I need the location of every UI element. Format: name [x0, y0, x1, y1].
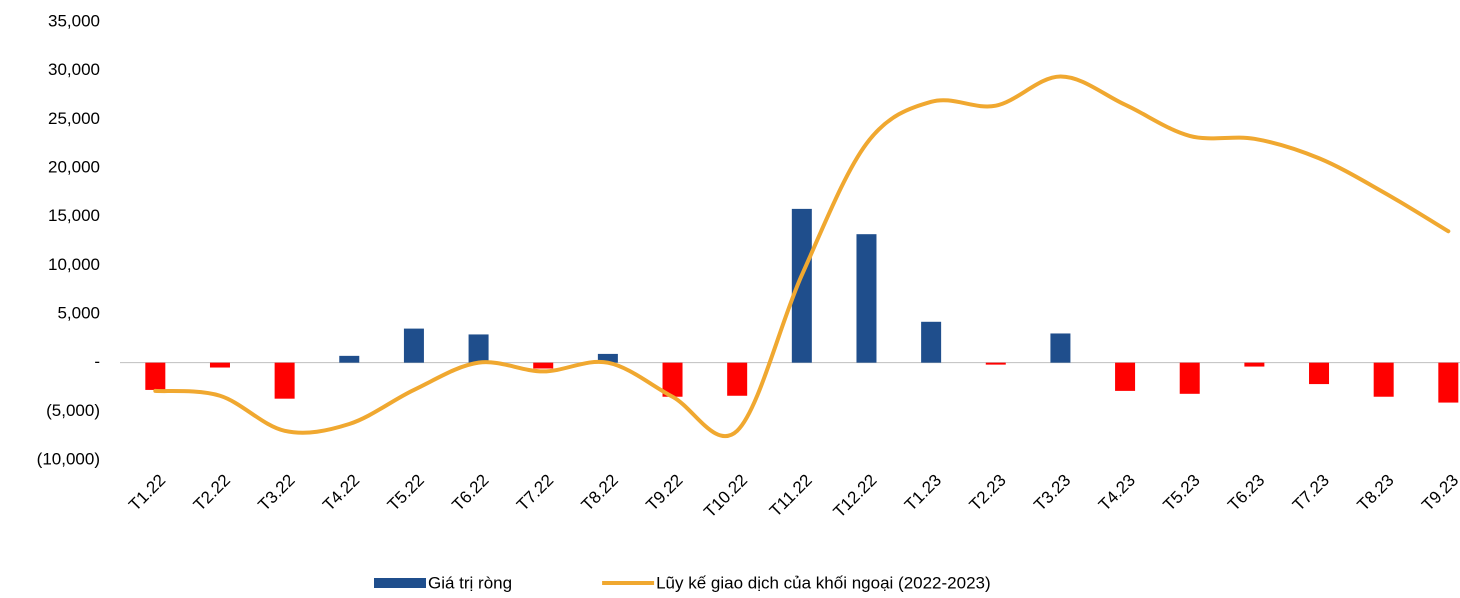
y-tick-label: 10,000 [48, 255, 100, 274]
bar [1115, 362, 1136, 391]
x-tick-label: T5.22 [384, 471, 428, 515]
x-tick-label: T11.22 [766, 471, 816, 521]
y-tick-label: 5,000 [57, 303, 100, 322]
bar [662, 362, 683, 397]
x-tick-label: T1.22 [125, 471, 169, 515]
x-tick-label: T8.23 [1353, 471, 1397, 515]
x-tick-label: T10.22 [700, 471, 751, 522]
y-tick-label: 35,000 [48, 11, 100, 30]
bar [533, 362, 554, 369]
bar [1438, 362, 1459, 403]
y-tick-label: 30,000 [48, 60, 100, 79]
x-tick-label: T4.22 [319, 471, 363, 515]
bar [1050, 333, 1071, 363]
bar [727, 362, 748, 396]
bar [921, 321, 942, 363]
bar [339, 355, 360, 363]
bar [1179, 362, 1200, 394]
y-tick-label: 20,000 [48, 157, 100, 176]
bar [1244, 362, 1265, 367]
x-tick-label: T3.23 [1030, 471, 1074, 515]
bar [856, 234, 877, 363]
x-tick-label: T6.22 [448, 471, 492, 515]
y-tick-label: 15,000 [48, 206, 100, 225]
bar [597, 353, 618, 363]
x-tick-label: T1.23 [901, 471, 945, 515]
bar [985, 362, 1006, 365]
legend-label: Giá trị ròng [428, 573, 512, 592]
legend-label: Lũy kế giao dịch của khối ngoại (2022-20… [656, 573, 991, 592]
bar [791, 208, 812, 363]
x-tick-label: T4.23 [1095, 471, 1139, 515]
x-tick-label: T9.22 [642, 471, 686, 515]
x-tick-label: T8.22 [578, 471, 622, 515]
y-tick-label: - [94, 352, 100, 371]
legend-swatch [374, 578, 426, 588]
x-tick-label: T7.23 [1289, 471, 1333, 515]
line [153, 74, 1451, 439]
bar [209, 362, 230, 368]
x-tick-label: T12.22 [830, 471, 881, 522]
x-tick-label: T7.22 [513, 471, 557, 515]
y-tick-label: (5,000) [46, 401, 100, 420]
bar [468, 334, 489, 363]
x-tick-label: T9.23 [1418, 471, 1460, 515]
bar [1309, 362, 1330, 385]
bar [145, 362, 166, 390]
x-tick-label: T3.22 [254, 471, 298, 515]
y-tick-label: (10,000) [37, 449, 100, 468]
x-tick-label: T2.22 [190, 471, 234, 515]
y-tick-label: 25,000 [48, 109, 100, 128]
x-tick-label: T5.23 [1160, 471, 1204, 515]
bar [1373, 362, 1394, 397]
bar [274, 362, 295, 399]
bar [403, 328, 424, 363]
x-tick-label: T2.23 [966, 471, 1010, 515]
x-tick-label: T6.23 [1224, 471, 1268, 515]
